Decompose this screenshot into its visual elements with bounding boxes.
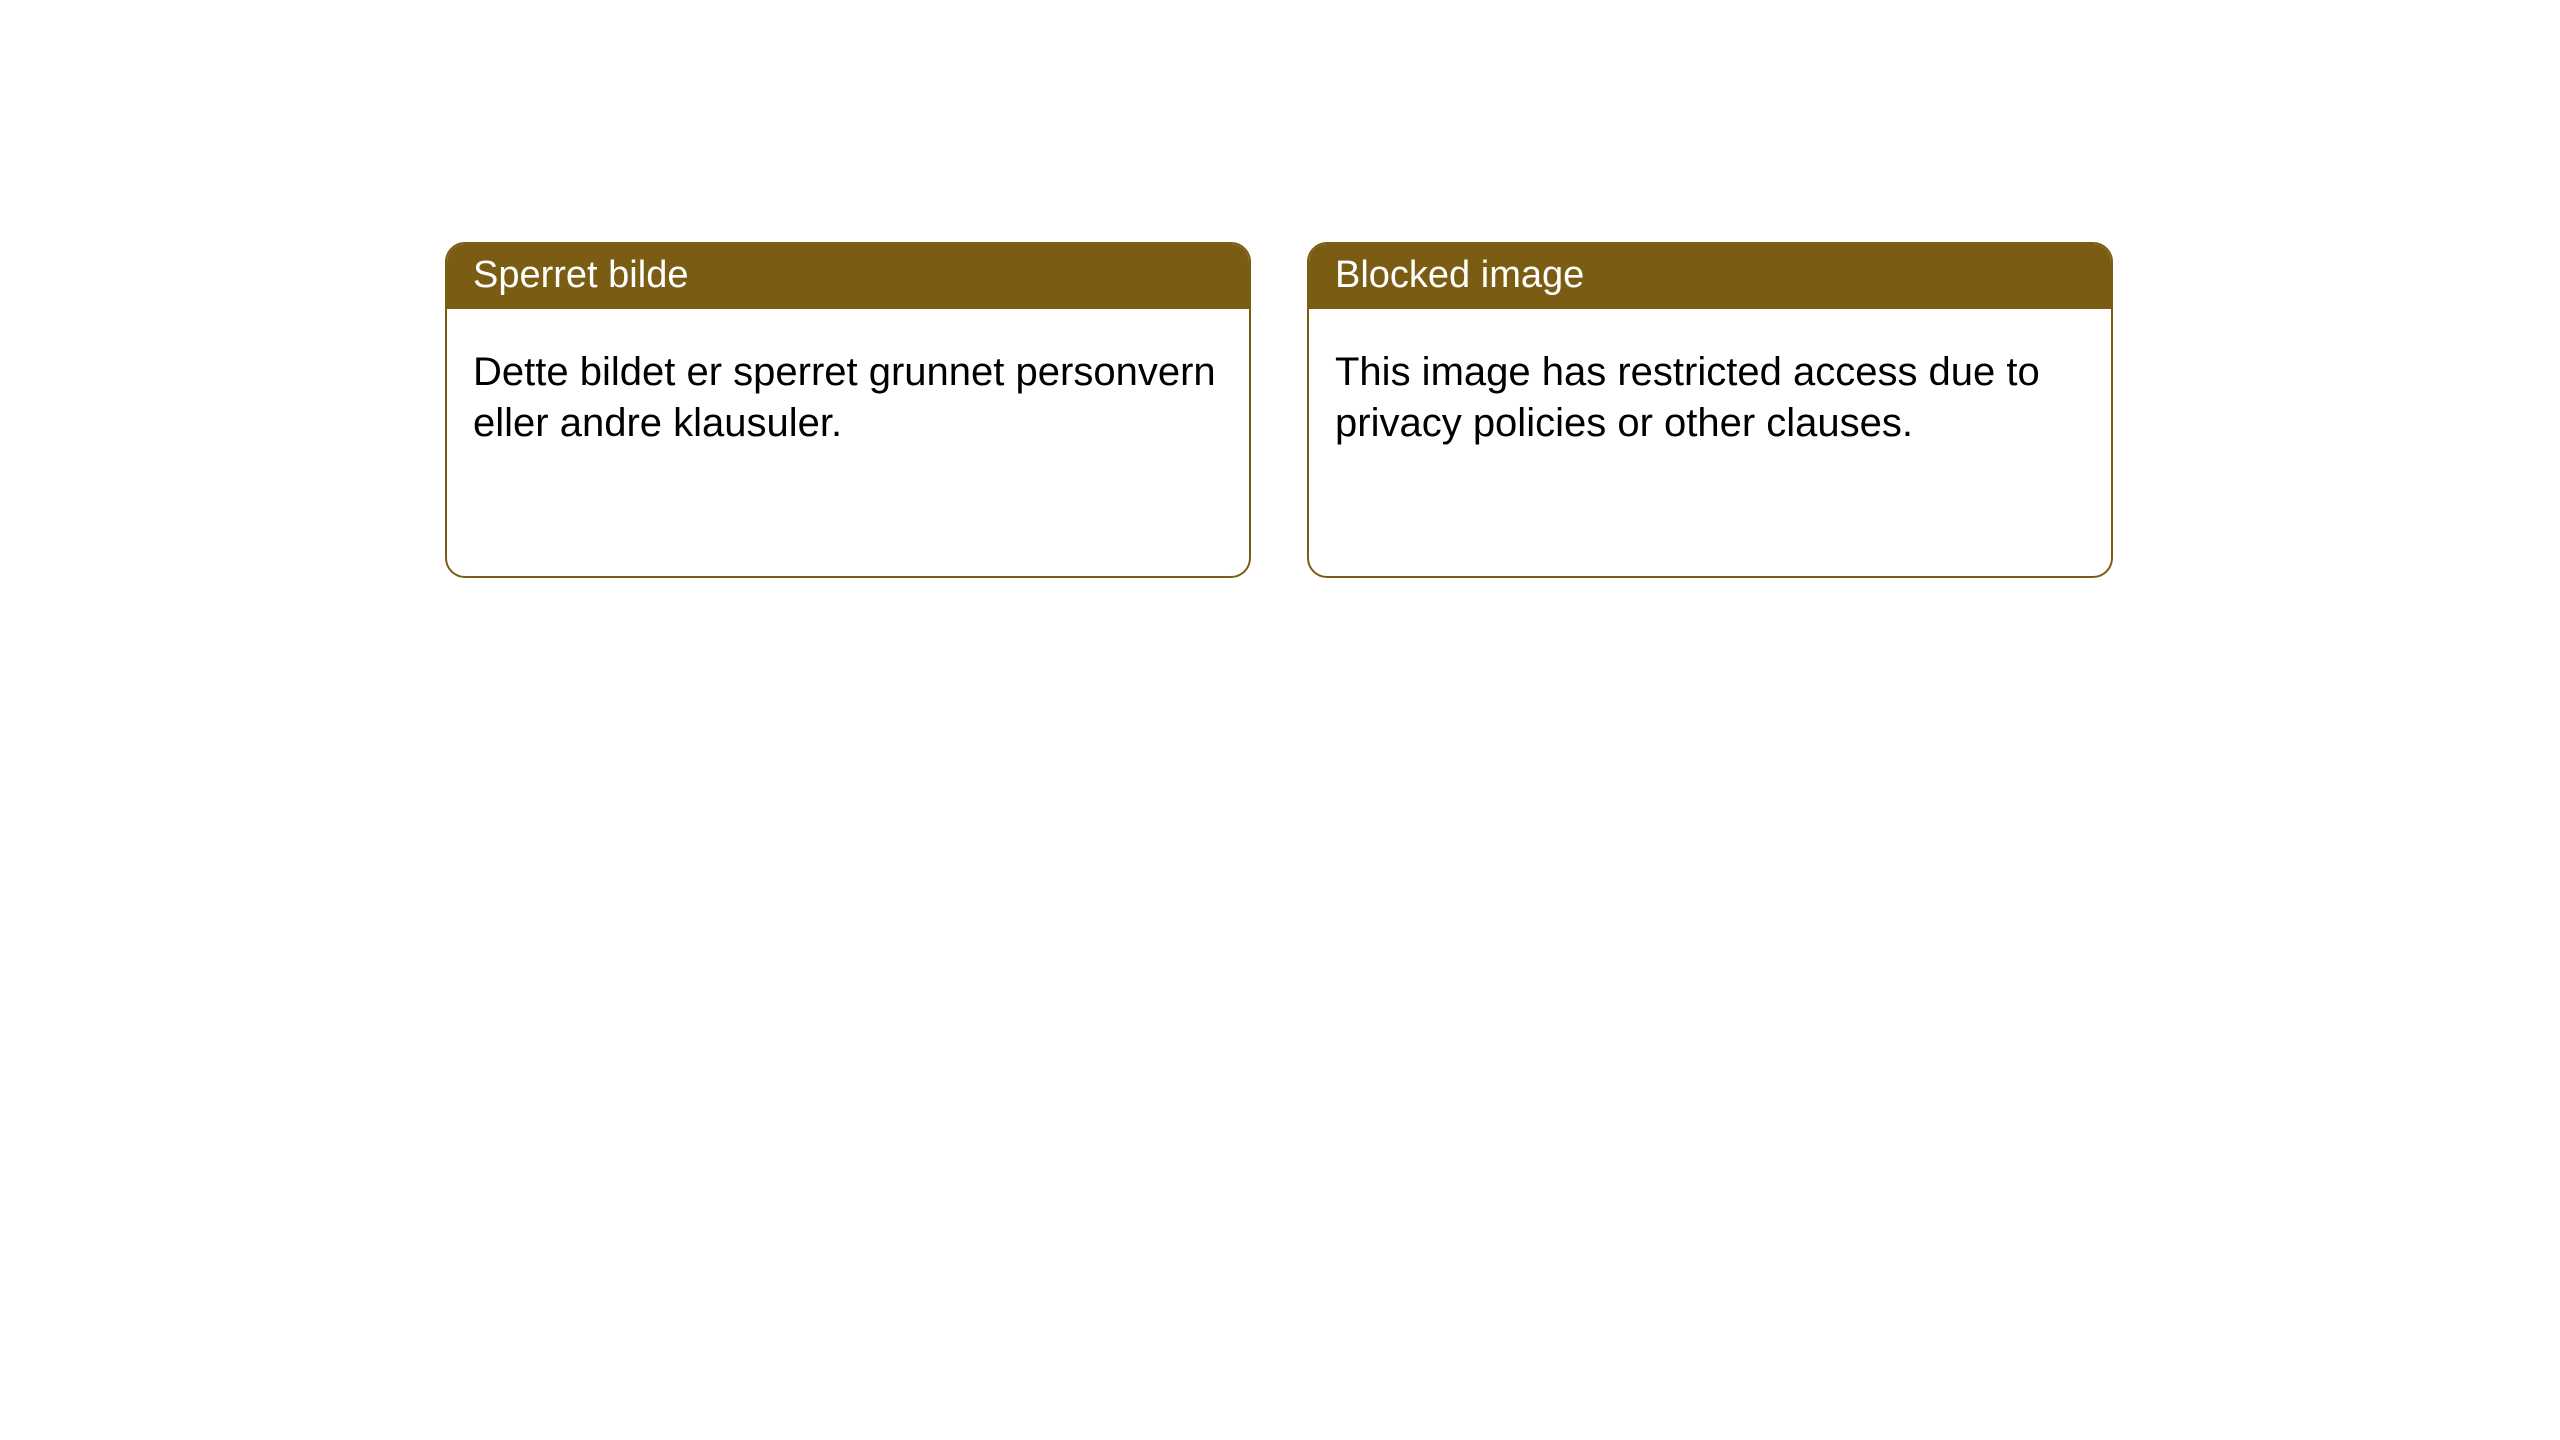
notice-card-norwegian: Sperret bilde Dette bildet er sperret gr… [445, 242, 1251, 578]
notice-card-body: This image has restricted access due to … [1309, 309, 2111, 475]
notice-card-header: Sperret bilde [447, 244, 1249, 309]
notice-card-english: Blocked image This image has restricted … [1307, 242, 2113, 578]
notice-card-body: Dette bildet er sperret grunnet personve… [447, 309, 1249, 475]
notice-card-header: Blocked image [1309, 244, 2111, 309]
notice-cards-container: Sperret bilde Dette bildet er sperret gr… [0, 0, 2560, 578]
